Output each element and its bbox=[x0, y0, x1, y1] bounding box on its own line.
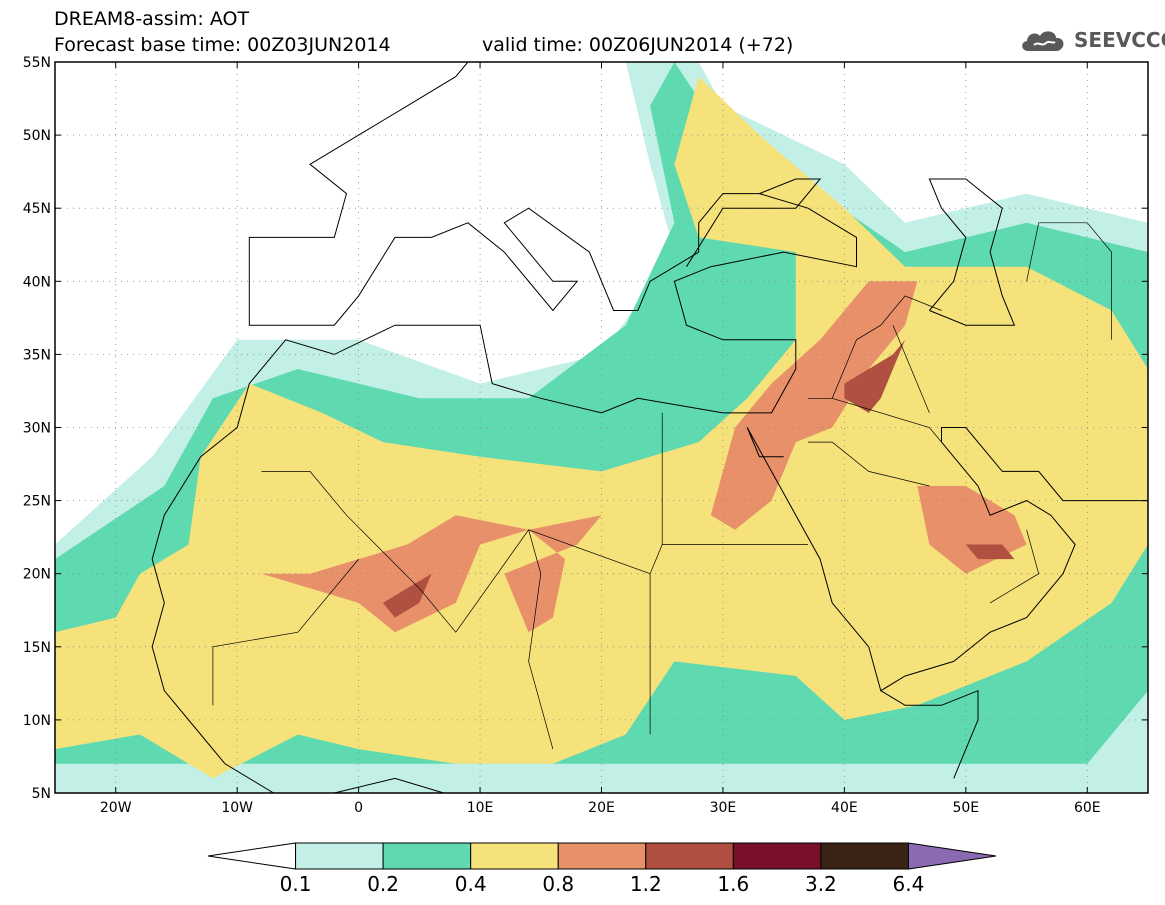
colorbar-label: 0.1 bbox=[280, 872, 312, 896]
colorbar-segment bbox=[382, 842, 472, 870]
coastline-3 bbox=[746, 427, 784, 458]
lat-tick-label: 25N bbox=[23, 494, 51, 510]
colorbar-segment bbox=[295, 842, 384, 870]
aot-region-7 bbox=[844, 339, 906, 413]
valid-time: valid time: 00Z06JUN2014 (+72) bbox=[482, 34, 794, 56]
lon-tick-label: 10W bbox=[221, 800, 253, 816]
coastline-6 bbox=[928, 178, 1016, 326]
lat-tick-label: 10N bbox=[23, 713, 51, 729]
map-title: DREAM8-assim: AOT bbox=[54, 8, 250, 30]
axis-ticks: 20W 10W 0 10E 20E 30E 40E 50E 60E 55N 50N 45N 40N 35N… bbox=[23, 55, 1148, 816]
lon-tick-label: 50E bbox=[952, 800, 979, 816]
lat-tick-label: 5N bbox=[32, 786, 51, 802]
colorbar-segment bbox=[732, 842, 822, 870]
colorbar-segment bbox=[470, 842, 559, 870]
aot-region-6 bbox=[382, 573, 432, 618]
colorbar-min-arrow bbox=[207, 842, 297, 870]
colorbar-label: 0.8 bbox=[542, 872, 574, 896]
lat-tick-label: 40N bbox=[23, 274, 51, 290]
lat-tick-label: 15N bbox=[23, 640, 51, 656]
border-10 bbox=[1026, 222, 1112, 340]
border-1 bbox=[212, 558, 359, 706]
lon-tick-label: 10E bbox=[467, 800, 494, 816]
colorbar: 0.1 0.2 0.4 0.8 1.2 1.6 3.2 6.4 bbox=[207, 842, 997, 896]
border-6 bbox=[832, 397, 942, 443]
lon-tick-label: 20E bbox=[588, 800, 615, 816]
lat-tick-label: 45N bbox=[23, 201, 51, 217]
colorbar-segment bbox=[820, 842, 909, 870]
colorbar-label: 1.2 bbox=[630, 872, 662, 896]
lat-tick-label: 20N bbox=[23, 567, 51, 583]
lon-tick-label: 0 bbox=[354, 800, 363, 816]
border-8 bbox=[892, 325, 930, 414]
seevccc-logo: SEEVCCC bbox=[1018, 24, 1165, 56]
border-0 bbox=[261, 412, 663, 633]
lon-tick-label: 60E bbox=[1074, 800, 1101, 816]
coastlines bbox=[151, 62, 1148, 793]
colorbar-label: 0.4 bbox=[455, 872, 487, 896]
colorbar-label: 1.6 bbox=[717, 872, 749, 896]
colorbar-segment bbox=[557, 842, 647, 870]
coastline-2 bbox=[746, 427, 1148, 692]
lon-tick-label: 40E bbox=[831, 800, 858, 816]
aot-region-8 bbox=[965, 544, 1015, 560]
aot-region-2 bbox=[55, 76, 1148, 779]
lat-tick-label: 35N bbox=[23, 347, 51, 363]
border-2 bbox=[528, 529, 554, 750]
colorbar-label: 3.2 bbox=[805, 872, 837, 896]
lat-tick-label: 30N bbox=[23, 421, 51, 437]
forecast-base-time: Forecast base time: 00Z03JUN2014 bbox=[54, 34, 391, 56]
coastline-4 bbox=[880, 689, 979, 779]
colorbar-label: 0.2 bbox=[367, 872, 399, 896]
border-9 bbox=[989, 529, 1040, 604]
coastline-0 bbox=[151, 62, 857, 560]
border-5 bbox=[808, 295, 942, 399]
border-7 bbox=[808, 441, 930, 487]
colorbar-max-arrow bbox=[907, 842, 997, 870]
colorbar-segment bbox=[645, 842, 734, 870]
aot-region-4 bbox=[710, 281, 918, 530]
lat-tick-label: 50N bbox=[23, 128, 51, 144]
lon-tick-label: 20W bbox=[100, 800, 132, 816]
colorbar-label: 6.4 bbox=[893, 872, 925, 896]
logo-text: SEEVCCC bbox=[1074, 28, 1165, 52]
cloud-icon bbox=[1022, 31, 1064, 51]
lat-tick-label: 55N bbox=[23, 55, 51, 71]
coastline-5 bbox=[686, 178, 822, 267]
coastline-1 bbox=[151, 558, 445, 793]
lon-tick-label: 30E bbox=[710, 800, 737, 816]
